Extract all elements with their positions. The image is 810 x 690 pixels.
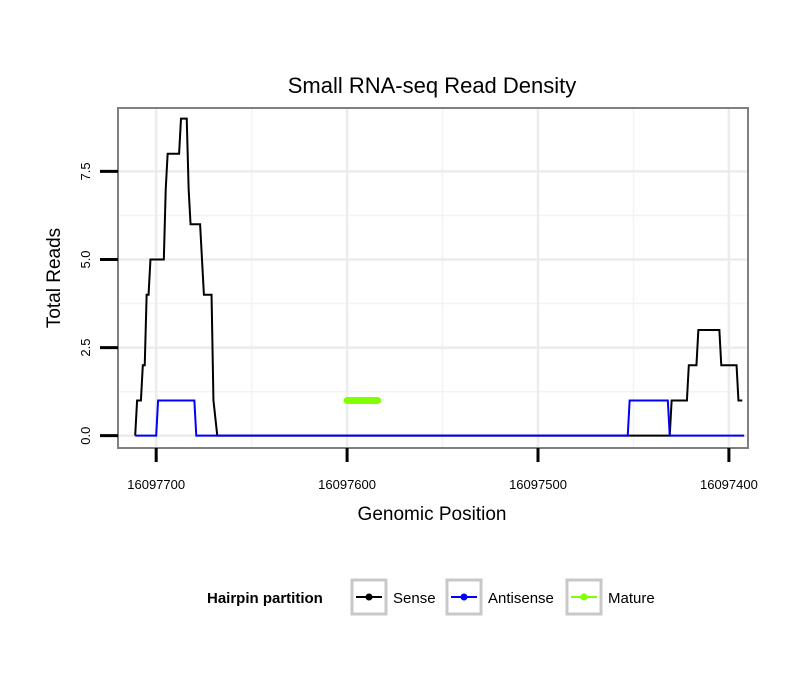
legend-key-point xyxy=(460,593,468,601)
panel-border xyxy=(117,107,749,449)
legend: Hairpin partition Sense Antisense Mature xyxy=(207,578,655,616)
legend-title: Hairpin partition xyxy=(207,590,323,607)
chart-title: Small RNA-seq Read Density xyxy=(288,73,577,98)
legend-label-antisense: Antisense xyxy=(488,590,554,607)
x-tick-label: 16097400 xyxy=(700,477,758,492)
legend-key-box xyxy=(565,578,603,616)
y-tick-label: 2.5 xyxy=(78,339,93,357)
legend-label-sense: Sense xyxy=(393,590,436,607)
y-axis-title: Total Reads xyxy=(44,228,65,328)
x-tick-label: 16097500 xyxy=(509,477,567,492)
x-axis-title: Genomic Position xyxy=(358,504,507,525)
series-line-antisense xyxy=(135,399,745,437)
legend-label-mature: Mature xyxy=(608,590,655,607)
y-tick-label: 7.5 xyxy=(78,162,93,180)
plot-panel: 16097700 16097600 16097500 16097400 0.0 2.5 5.… xyxy=(78,107,758,492)
legend-items: Sense Antisense Mature xyxy=(350,578,655,616)
legend-key-point xyxy=(580,593,588,601)
x-tick-label: 16097600 xyxy=(318,477,376,492)
x-tick-label: 16097700 xyxy=(127,477,185,492)
series-line-sense xyxy=(134,117,743,437)
y-tick-label: 0.0 xyxy=(78,427,93,445)
legend-key-point xyxy=(365,593,373,601)
y-tick-label: 5.0 xyxy=(78,250,93,268)
